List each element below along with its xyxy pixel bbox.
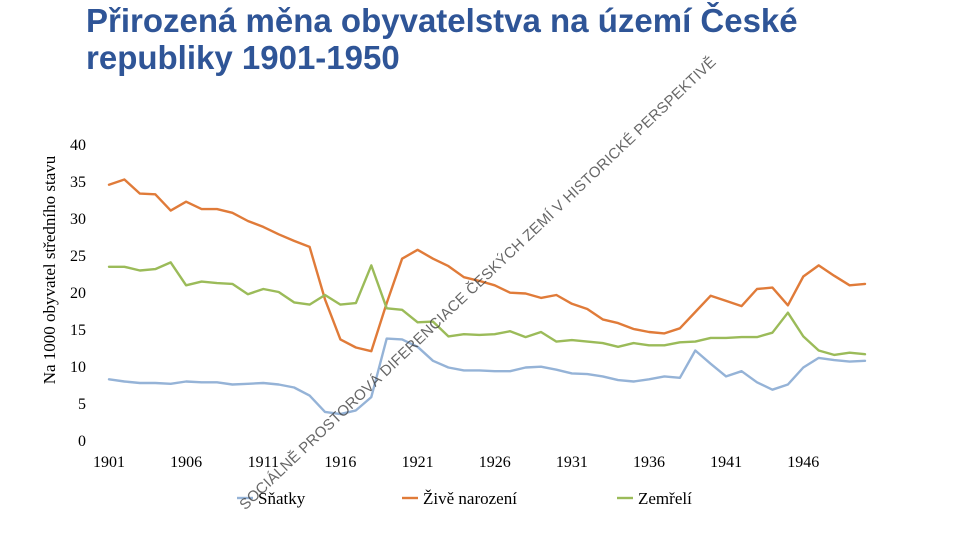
- y-tick-label: 40: [70, 137, 86, 154]
- x-tick-label: 1936: [633, 454, 665, 471]
- line-chart: 0 5 10 15 20 25 30 35 40 1901 1906 1911 1916 1921 192…: [70, 137, 867, 508]
- y-tick-label: 10: [70, 359, 86, 376]
- series-line: [107, 337, 867, 416]
- x-tick-label: 1946: [787, 454, 819, 471]
- legend: Sňatky Živě narození Zemřelí: [237, 489, 692, 508]
- x-tick-label: 1911: [248, 454, 279, 471]
- x-tick-label: 1901: [93, 454, 125, 471]
- x-tick-label: 1926: [479, 454, 511, 471]
- y-tick-label: 5: [78, 396, 86, 413]
- series-line: [107, 261, 867, 357]
- x-tick-labels: 1901 1906 1911 1916 1921 1926 1931 1936 1941 1946: [93, 454, 819, 471]
- legend-label: Živě narození: [423, 489, 517, 508]
- y-tick-label: 25: [70, 248, 86, 265]
- x-tick-label: 1906: [170, 454, 202, 471]
- y-tick-label: 0: [78, 433, 86, 450]
- y-tick-label: 35: [70, 174, 86, 191]
- y-tick-label: 15: [70, 322, 86, 339]
- series-line: [107, 178, 867, 353]
- x-tick-label: 1921: [402, 454, 434, 471]
- x-tick-label: 1916: [324, 454, 356, 471]
- y-tick-labels: 0 5 10 15 20 25 30 35 40: [70, 137, 86, 450]
- legend-label: Zemřelí: [638, 489, 692, 508]
- x-tick-label: 1941: [710, 454, 742, 471]
- series-lines: [107, 178, 867, 416]
- y-tick-label: 30: [70, 211, 86, 228]
- x-tick-label: 1931: [556, 454, 588, 471]
- y-tick-label: 20: [70, 285, 86, 302]
- legend-label: Sňatky: [258, 489, 306, 508]
- chart-title: Přirozená měna obyvatelstva na území Čes…: [86, 2, 798, 76]
